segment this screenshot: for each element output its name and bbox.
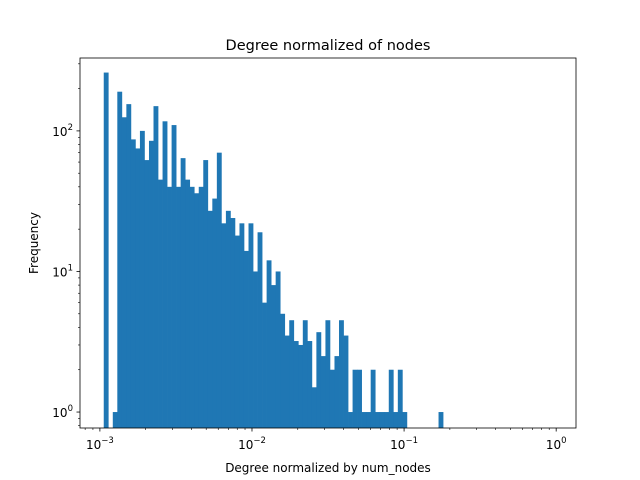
histogram-bar <box>302 320 308 428</box>
histogram-bar <box>158 179 163 428</box>
histogram-bar <box>280 313 286 428</box>
histogram-bar <box>216 152 222 429</box>
histogram-bar <box>361 412 367 428</box>
histogram-bar <box>384 412 390 428</box>
histogram-bar <box>379 412 385 428</box>
histogram-bar <box>176 186 181 428</box>
tick-label: 102 <box>52 123 73 139</box>
histogram-bar <box>239 223 245 428</box>
histogram-bar <box>180 158 186 428</box>
histogram-bar <box>320 356 326 428</box>
histogram-bar <box>139 130 145 428</box>
histogram-bar <box>352 369 358 428</box>
histogram-bar <box>135 148 141 428</box>
histogram-bar <box>438 412 444 428</box>
histogram-bar <box>207 210 213 428</box>
y-axis-label: Frequency <box>27 212 41 274</box>
bars-group <box>103 72 444 429</box>
histogram-bar <box>171 125 177 428</box>
histogram-bar <box>153 106 159 428</box>
histogram-bar <box>284 335 290 428</box>
histogram-bar <box>243 250 249 428</box>
histogram-bar <box>212 198 218 428</box>
histogram-bar <box>198 186 204 428</box>
histogram-bar <box>248 223 254 428</box>
histogram-bar <box>325 320 331 428</box>
histogram-bar <box>126 104 132 428</box>
tick-label: 10−3 <box>86 436 114 452</box>
histogram-bar <box>388 369 394 428</box>
histogram-bar <box>121 117 127 429</box>
histogram-bar <box>185 179 191 428</box>
chart-title: Degree normalized of nodes <box>226 38 431 54</box>
histogram-bar <box>307 341 313 428</box>
histogram-bar <box>289 320 295 428</box>
histogram-bar <box>234 235 240 428</box>
histogram-bar <box>230 218 236 428</box>
histogram-bar <box>266 260 272 428</box>
histogram-bar <box>316 332 322 428</box>
histogram-bar <box>370 369 376 428</box>
histogram-bar <box>148 140 154 428</box>
histogram-bar <box>334 356 340 428</box>
histogram-bar <box>343 335 349 428</box>
y-ticks-group: 100 101 102 <box>52 63 80 426</box>
histogram-bar <box>162 121 168 428</box>
plot-frame <box>79 57 577 429</box>
histogram-bar <box>117 91 123 428</box>
histogram-bar <box>194 193 200 428</box>
tick-label: 100 <box>52 404 73 420</box>
histogram-bar <box>402 412 408 428</box>
x-axis-label: Degree normalized by num_nodes <box>225 461 431 475</box>
histogram-bar <box>189 186 195 428</box>
histogram-bar <box>225 210 231 428</box>
histogram-bar <box>339 320 344 428</box>
histogram-bar <box>366 412 372 428</box>
tick-label: 100 <box>546 436 567 452</box>
histogram-bar <box>348 412 353 428</box>
histogram-bar <box>329 369 335 428</box>
histogram-bar <box>275 271 281 428</box>
histogram-bar <box>103 72 109 428</box>
histogram-bar <box>203 160 209 428</box>
histogram-bar <box>298 344 304 428</box>
histogram-bar <box>257 232 263 428</box>
histogram-bar <box>253 271 258 428</box>
histogram-bar <box>112 412 118 428</box>
histogram-bar <box>144 160 150 428</box>
histogram-bar <box>393 412 399 428</box>
x-ticks-group: 10−3 10−2 10−1 100 <box>84 428 567 452</box>
histogram-bar <box>130 139 136 428</box>
histogram-bar <box>397 369 403 428</box>
histogram-bar <box>293 341 299 428</box>
histogram-bar <box>221 223 227 428</box>
tick-label: 10−2 <box>238 436 266 452</box>
histogram-bar <box>375 412 381 428</box>
histogram-bar <box>167 186 172 428</box>
tick-label: 101 <box>52 263 73 279</box>
histogram-bar <box>357 369 362 428</box>
histogram-bar <box>311 387 317 428</box>
histogram-bar <box>262 302 267 428</box>
histogram-bar <box>271 285 277 428</box>
tick-label: 10−1 <box>390 436 418 452</box>
